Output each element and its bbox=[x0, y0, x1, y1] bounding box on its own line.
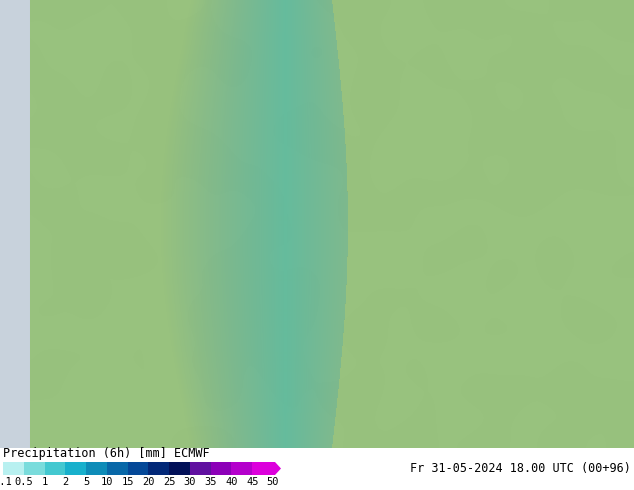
Bar bbox=[23, 462, 44, 475]
Text: 30: 30 bbox=[184, 477, 196, 487]
Text: 45: 45 bbox=[246, 477, 259, 487]
Bar bbox=[65, 462, 86, 475]
Bar bbox=[86, 462, 107, 475]
Text: 2: 2 bbox=[62, 477, 68, 487]
Bar bbox=[231, 462, 252, 475]
Bar bbox=[3, 462, 23, 475]
Text: 20: 20 bbox=[142, 477, 155, 487]
Bar bbox=[169, 462, 190, 475]
Bar bbox=[252, 462, 273, 475]
Text: Fr 31-05-2024 18.00 UTC (00+96): Fr 31-05-2024 18.00 UTC (00+96) bbox=[410, 462, 631, 475]
Text: 50: 50 bbox=[267, 477, 279, 487]
Text: 15: 15 bbox=[121, 477, 134, 487]
Bar bbox=[127, 462, 148, 475]
Bar bbox=[44, 462, 65, 475]
Text: 40: 40 bbox=[225, 477, 238, 487]
Text: 35: 35 bbox=[204, 477, 217, 487]
FancyArrow shape bbox=[273, 462, 281, 475]
Bar bbox=[190, 462, 210, 475]
Bar bbox=[107, 462, 127, 475]
Text: Precipitation (6h) [mm] ECMWF: Precipitation (6h) [mm] ECMWF bbox=[3, 447, 210, 460]
Bar bbox=[148, 462, 169, 475]
Text: 10: 10 bbox=[101, 477, 113, 487]
Bar bbox=[210, 462, 231, 475]
Text: 1: 1 bbox=[41, 477, 48, 487]
Text: 0.1: 0.1 bbox=[0, 477, 13, 487]
Text: 5: 5 bbox=[83, 477, 89, 487]
Text: 0.5: 0.5 bbox=[15, 477, 33, 487]
Text: 25: 25 bbox=[163, 477, 176, 487]
